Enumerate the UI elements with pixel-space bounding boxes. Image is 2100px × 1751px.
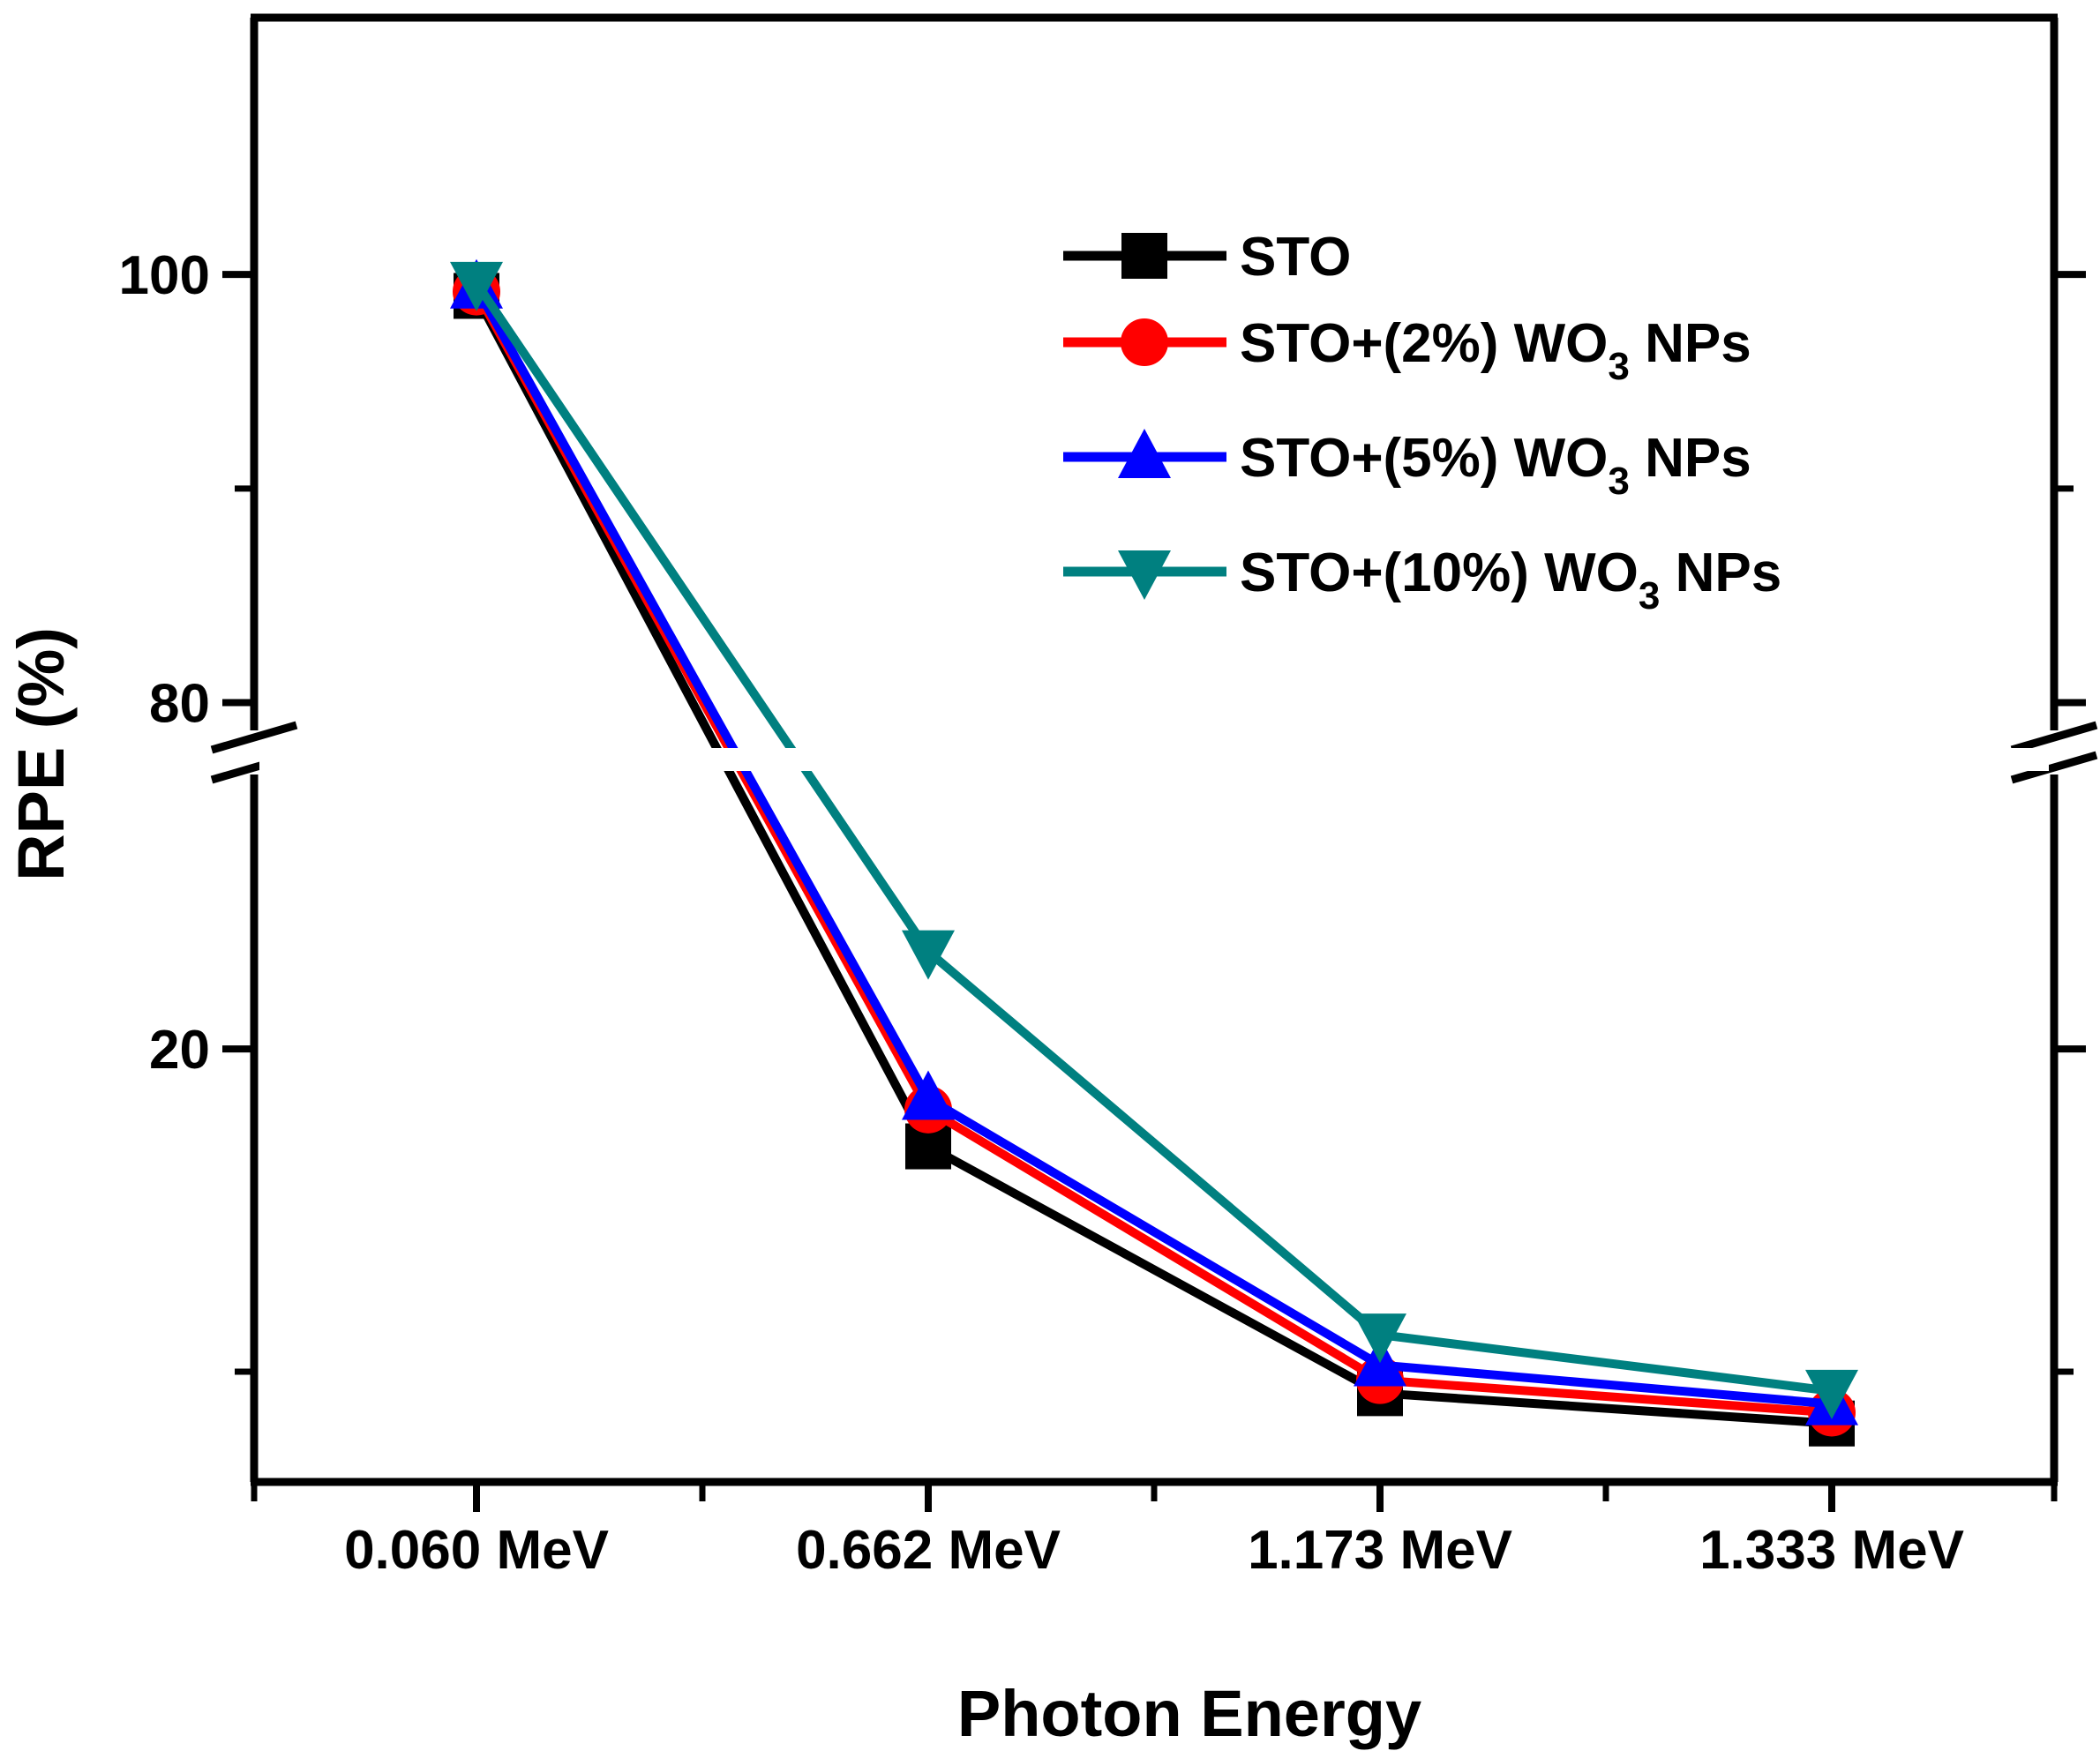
y-axis-title: RPE (%) xyxy=(4,627,78,881)
axis-break-gap xyxy=(259,748,2049,771)
x-tick-label-3: 1.333 MeV xyxy=(1699,1520,1964,1581)
series-3-point-3 xyxy=(1805,1369,1858,1419)
x-axis-title: Photon Energy xyxy=(957,1677,1421,1750)
series-3 xyxy=(450,261,1858,1419)
series-3-point-0 xyxy=(450,261,503,311)
y-tick-label-100: 100 xyxy=(119,245,210,306)
legend-marker-1 xyxy=(1121,318,1168,366)
series-2-point-1 xyxy=(902,1070,955,1120)
series-3-point-2 xyxy=(1354,1313,1406,1364)
legend-marker-2 xyxy=(1118,429,1171,478)
y-tick-label-80: 80 xyxy=(149,673,210,734)
series-line-3 xyxy=(472,281,1833,1396)
series-line-2 xyxy=(472,285,1833,1409)
series-3-point-1 xyxy=(902,930,955,980)
legend-marker-3 xyxy=(1118,550,1171,600)
axis-break-mark-left-upper xyxy=(210,721,298,754)
x-tick-label-0: 0.060 MeV xyxy=(344,1520,609,1581)
legend-label-2: STO+(5%) WO3 NPs xyxy=(1240,428,1751,503)
legend-label-1: STO+(2%) WO3 NPs xyxy=(1240,313,1751,388)
legend-marker-0 xyxy=(1121,233,1167,279)
legend-label-3: STO+(10%) WO3 NPs xyxy=(1240,543,1781,617)
y-tick-label-20: 20 xyxy=(149,1020,210,1081)
x-tick-label-2: 1.173 MeV xyxy=(1248,1520,1512,1581)
legend: STO STO+(2%) WO3 NPs STO+(5%) WO3 NPs STO+(… xyxy=(1063,227,1781,617)
legend-label-0: STO xyxy=(1240,227,1351,288)
series-layer xyxy=(259,258,2049,1447)
axis-break-mark-right-lower xyxy=(2010,751,2098,784)
plot-frame: 80 100 20 0.060 MeV 0.662 MeV 1.173 MeV 1.333 … xyxy=(119,13,2098,1581)
axis-break-mark-right-upper xyxy=(2010,721,2098,754)
x-tick-label-1: 0.662 MeV xyxy=(796,1520,1061,1581)
series-line-0 xyxy=(472,294,1833,1428)
